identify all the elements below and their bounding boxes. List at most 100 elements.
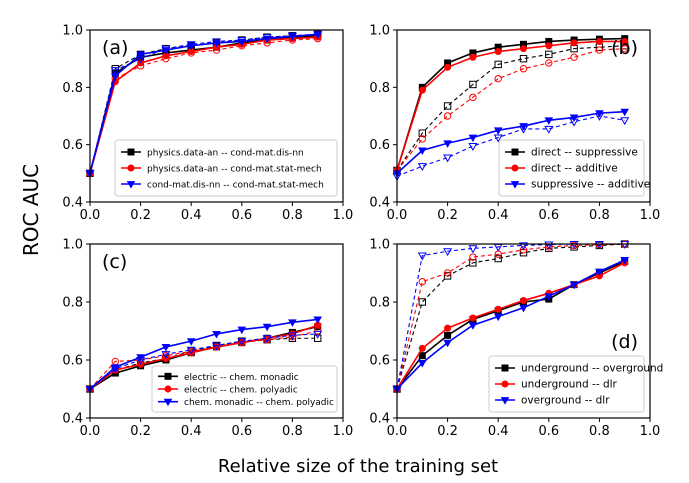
data-point-solid (494, 305, 502, 313)
data-point-dashed (545, 59, 553, 67)
y-tick-label: 0.8 (369, 81, 390, 96)
series-line-dashed (396, 45, 625, 171)
legend-marker (126, 181, 136, 189)
y-tick-label: 0.4 (62, 412, 83, 427)
data-point-solid (493, 313, 503, 322)
series-line-dashed (396, 243, 625, 390)
legend-label: direct -- additive (531, 163, 618, 175)
legend-marker (501, 380, 509, 388)
data-point-dashed (417, 163, 427, 172)
data-point-dashed (186, 346, 196, 355)
data-point-solid (595, 37, 603, 45)
data-point-solid (444, 324, 452, 332)
y-tick-label: 0.8 (62, 81, 83, 96)
x-tick-label: 1.0 (333, 208, 354, 223)
legend: underground -- overground underground -- … (488, 355, 663, 413)
data-point-solid (288, 33, 297, 41)
data-point-solid (443, 339, 452, 348)
y-tick-label: 0.4 (62, 196, 83, 211)
data-point-solid (545, 42, 553, 50)
legend-marker (511, 148, 519, 156)
data-point-solid (570, 39, 578, 47)
data-point-solid (417, 147, 427, 156)
data-point-solid (520, 45, 527, 53)
data-point-solid (493, 127, 503, 135)
panel-1: 0.0 0.2 0.4 0.6 0.8 1.0 0.4 0.6 0.8 1.0 (a) physics… (62, 24, 353, 224)
data-point-dashed (494, 254, 502, 263)
series-line-dashed (396, 48, 625, 171)
legend-label: physics.data-an -- cond-mat.dis-nn (147, 149, 304, 159)
data-point-solid (469, 53, 477, 61)
data-point-dashed (620, 240, 630, 249)
series-3 (85, 316, 323, 394)
x-tick-label: 1.0 (640, 208, 661, 223)
data-point-solid (237, 38, 247, 47)
data-point-dashed (493, 243, 503, 252)
data-point-solid (468, 134, 478, 143)
data-point-solid (212, 40, 221, 48)
legend-label: direct -- suppressive (531, 147, 638, 159)
legend: direct -- suppressive direct -- additive s… (498, 139, 650, 197)
data-point-dashed (443, 272, 452, 280)
plot-frame (89, 29, 344, 203)
legend-label: physics.data-an -- cond-mat.stat-mech (147, 165, 322, 175)
data-point-solid (620, 257, 630, 265)
data-point-solid (444, 63, 452, 71)
data-point-solid (595, 268, 604, 277)
series-line-dashed (396, 115, 625, 177)
panel-label: (d) (611, 331, 638, 353)
data-point-solid (519, 123, 528, 131)
plot-frame (396, 29, 651, 203)
panel-label: (a) (102, 37, 128, 59)
series-line-solid (89, 318, 318, 390)
data-point-dashed (493, 134, 503, 143)
legend-box (498, 139, 645, 197)
data-point-dashed (468, 143, 478, 151)
data-point-dashed (418, 135, 426, 143)
panel-3: 0.0 0.2 0.4 0.6 0.8 1.0 0.4 0.6 0.8 1.0 (c) electri… (62, 238, 353, 440)
y-axis-label: ROC AUC (19, 164, 43, 256)
data-point-dashed (262, 335, 272, 344)
legend-marker (163, 398, 173, 407)
data-point-solid (212, 331, 221, 339)
x-tick-label: 0.4 (181, 424, 202, 439)
data-point-solid (443, 140, 452, 148)
data-point-dashed (469, 253, 477, 261)
data-point-dashed (418, 278, 426, 286)
data-point-dashed (443, 102, 452, 110)
x-tick-label: 0.8 (282, 424, 303, 439)
legend-label: underground -- overground (521, 363, 663, 375)
data-point-dashed (469, 259, 477, 267)
series-3 (392, 108, 630, 182)
data-point-solid (161, 47, 171, 55)
data-point-solid (136, 354, 145, 362)
series-3 (392, 240, 630, 394)
data-point-dashed (443, 112, 452, 120)
legend-marker (510, 181, 520, 189)
data-point-solid (262, 323, 272, 332)
legend-marker (164, 385, 172, 393)
legend-label: electric -- chem. polyadic (184, 386, 298, 396)
data-point-dashed (519, 246, 528, 254)
legend-label: cond-mat.dis-nn -- cond-mat.stat-mech (147, 181, 324, 191)
data-point-solid (569, 281, 579, 290)
data-point-solid (468, 322, 478, 330)
legend-marker (501, 364, 509, 372)
y-tick-label: 0.6 (369, 138, 390, 153)
x-tick-label: 0.0 (387, 424, 408, 439)
data-point-solid (595, 110, 604, 118)
legend-label: overground -- dlr (521, 395, 610, 407)
data-point-dashed (570, 53, 578, 61)
series-1 (393, 35, 629, 175)
legend-marker (500, 397, 510, 405)
data-point-solid (136, 51, 145, 59)
data-point-solid (418, 86, 426, 94)
panel-label: (b) (611, 37, 638, 59)
series-line-dashed (89, 333, 318, 390)
data-point-dashed (469, 93, 477, 102)
data-point-solid (544, 117, 554, 125)
y-tick-label: 0.6 (369, 354, 390, 369)
data-point-dashed (211, 342, 222, 351)
legend-marker (511, 164, 519, 172)
